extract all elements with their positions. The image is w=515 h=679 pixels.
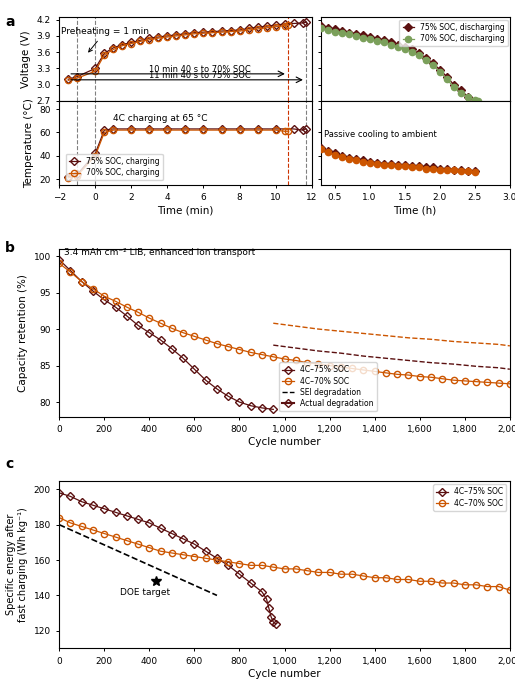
Text: Preheating = 1 min: Preheating = 1 min	[61, 27, 149, 52]
Y-axis label: Voltage (V): Voltage (V)	[21, 30, 31, 88]
X-axis label: Time (h): Time (h)	[393, 205, 437, 215]
Legend: 4C–75% SOC, 4C–70% SOC: 4C–75% SOC, 4C–70% SOC	[433, 484, 506, 511]
Text: 11 min 40 s to 75% SOC: 11 min 40 s to 75% SOC	[149, 71, 251, 80]
Y-axis label: Specific energy after
fast charging (Wh kg⁻¹): Specific energy after fast charging (Wh …	[7, 507, 28, 622]
X-axis label: Time (min): Time (min)	[157, 205, 214, 215]
Text: b: b	[5, 241, 15, 255]
Text: a: a	[5, 15, 14, 29]
Legend: 4C–75% SOC, 4C–70% SOC, SEI degradation, Actual degradation: 4C–75% SOC, 4C–70% SOC, SEI degradation,…	[279, 362, 376, 411]
Legend: 75% SOC, charging, 70% SOC, charging: 75% SOC, charging, 70% SOC, charging	[65, 154, 163, 180]
Text: 10 min 40 s to 70% SOC: 10 min 40 s to 70% SOC	[149, 65, 251, 74]
Text: DOE target: DOE target	[120, 589, 170, 598]
Text: 4C charging at 65 °C: 4C charging at 65 °C	[113, 114, 208, 123]
Y-axis label: Capacity retention (%): Capacity retention (%)	[18, 274, 28, 392]
X-axis label: Cycle number: Cycle number	[248, 437, 321, 447]
Text: 3.4 mAh cm⁻² LiB, enhanced ion transport: 3.4 mAh cm⁻² LiB, enhanced ion transport	[64, 248, 255, 257]
Legend: 75% SOC, discharging, 70% SOC, discharging: 75% SOC, discharging, 70% SOC, dischargi…	[400, 20, 508, 46]
Text: Passive cooling to ambient: Passive cooling to ambient	[324, 130, 437, 139]
Text: c: c	[5, 457, 13, 471]
Y-axis label: Temperature (°C): Temperature (°C)	[24, 98, 34, 188]
X-axis label: Cycle number: Cycle number	[248, 669, 321, 678]
